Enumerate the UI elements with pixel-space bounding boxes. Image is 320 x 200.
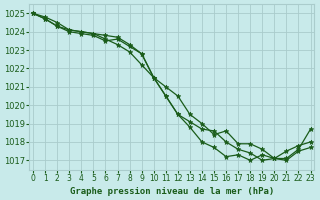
X-axis label: Graphe pression niveau de la mer (hPa): Graphe pression niveau de la mer (hPa) bbox=[70, 187, 274, 196]
